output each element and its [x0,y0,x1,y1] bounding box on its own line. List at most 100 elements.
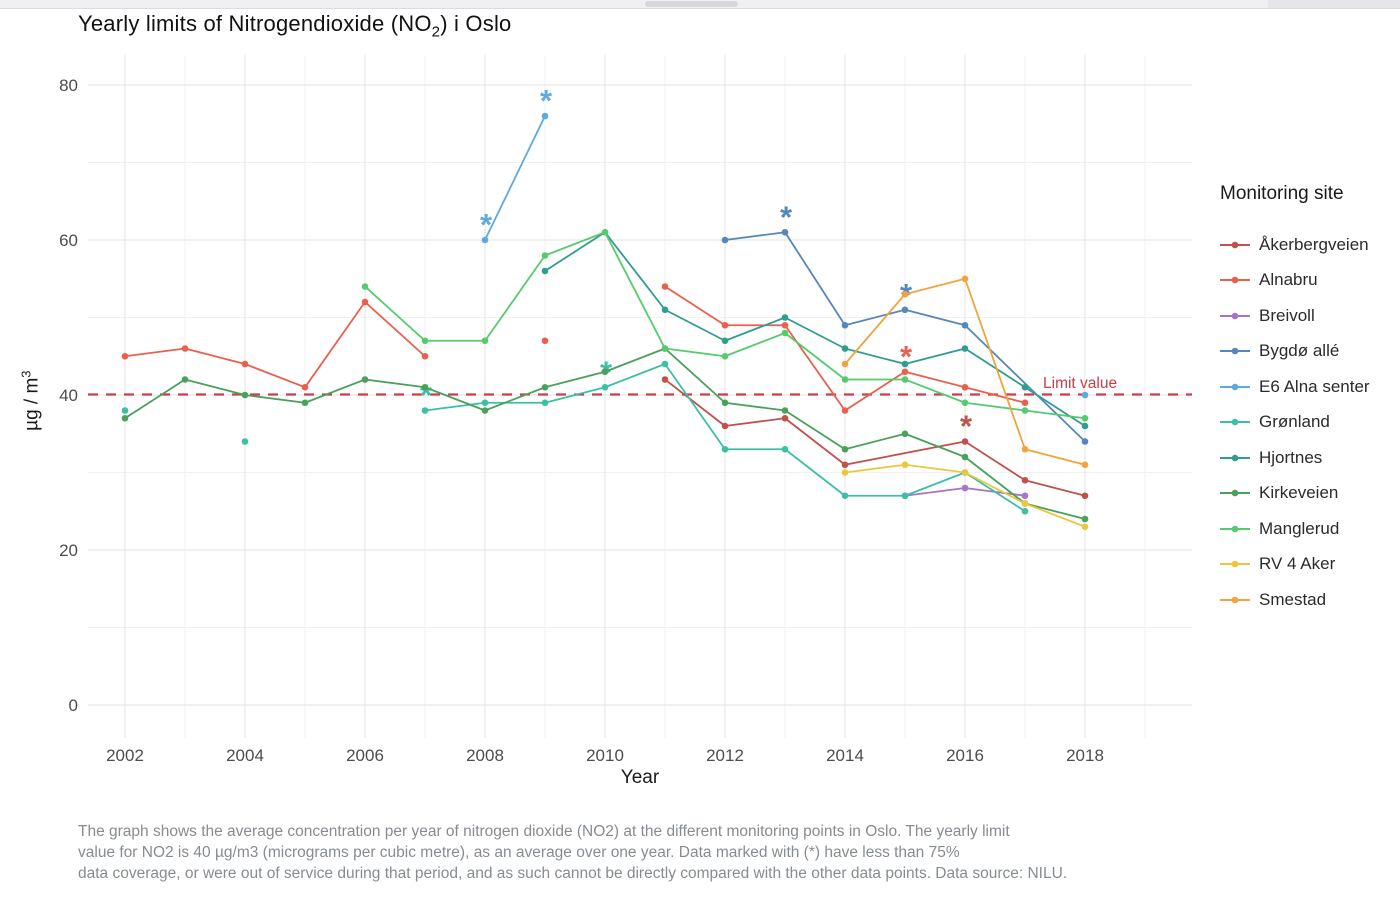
data-point [841,469,849,476]
data-point [661,376,669,383]
series-line [124,301,426,389]
data-point [961,399,969,407]
data-point [1021,476,1029,484]
data-point [901,306,909,314]
x-tick-label: 2010 [586,746,624,765]
legend-item-gr-nland: Grønland [1220,405,1398,441]
data-point [1081,414,1089,422]
x-tick-label: 2008 [466,746,504,765]
data-point [421,337,429,345]
chart-title: Yearly limits of Nitrogendioxide (NO2) i… [78,11,512,41]
legend-item-manglerud: Manglerud [1220,511,1398,547]
legend-item-bygd-all: Bygdø allé [1220,334,1398,370]
caption-line: The graph shows the average concentratio… [78,823,1010,840]
legend-item-breivoll: Breivoll [1220,298,1398,334]
data-point [1081,523,1089,531]
data-point [901,461,909,469]
data-point [181,345,189,352]
data-point [721,422,729,430]
data-point [241,360,249,368]
data-point [721,236,729,244]
legend-key-line-icon [1220,560,1250,568]
data-point [841,345,849,352]
data-point [421,383,429,391]
legend-item-alnabru: Alnabru [1220,263,1398,299]
legend-item-kerbergveien: Åkerbergveien [1220,227,1398,263]
data-point [661,360,669,368]
legend-key-line-icon [1220,312,1250,320]
data-point [121,407,129,414]
data-point [421,407,429,414]
legend-label: Smestad [1259,589,1327,609]
data-point [1081,438,1089,445]
legend-label: Grønland [1259,412,1330,432]
data-point [841,376,849,383]
data-point [1021,399,1029,407]
legend-key-line-icon [1220,596,1250,604]
top-scrollbar[interactable] [0,0,1400,9]
data-point [841,461,849,469]
data-point [481,236,489,244]
legend-key-line-icon [1220,525,1250,533]
caption: The graph shows the average concentratio… [78,821,1067,884]
legend-item-e6-alna-senter: E6 Alna senter [1220,369,1398,405]
data-point [781,228,789,236]
data-point [721,445,729,453]
x-tick-label: 2016 [946,746,984,765]
data-point [481,407,489,414]
data-point [601,383,609,391]
data-point [661,306,669,314]
data-point [721,337,729,345]
series-line [724,231,1086,443]
x-tick-label: 2012 [706,746,744,765]
legend-item-kirkeveien: Kirkeveien [1220,476,1398,512]
legend-label: Kirkeveien [1259,483,1339,503]
data-point [301,399,309,407]
legend-key-line-icon [1220,347,1250,355]
x-tick-label: 2006 [346,746,384,765]
data-point [601,368,609,376]
legend-label: RV 4 Aker [1259,554,1336,574]
data-point [1081,461,1089,469]
data-point [841,445,849,453]
data-point [241,438,249,445]
legend-item-hjortnes: Hjortnes [1220,440,1398,476]
data-point [361,283,369,290]
legend-key-line-icon [1220,418,1250,426]
data-point [541,337,549,345]
series-line [544,231,1086,427]
data-point [841,321,849,329]
data-point [541,267,549,275]
scrollbar-thumb[interactable] [645,1,738,7]
legend-item-rv-4-aker: RV 4 Aker [1220,547,1398,583]
legend-items: Åkerbergveien Alnabru Breivoll Bygdø allé E6… [1220,227,1398,618]
data-point [781,445,789,453]
data-point [1021,383,1029,391]
caption-line: data coverage, or were out of service du… [78,865,1068,882]
data-point [781,329,789,337]
data-point [961,345,969,352]
data-point [901,368,909,376]
asterisk-marker: * [540,83,553,118]
data-point [121,414,129,422]
data-point [1081,492,1089,500]
data-point [901,492,909,500]
data-point [601,228,609,236]
data-point [961,438,969,445]
y-tick-label: 60 [59,231,78,250]
data-point [961,469,969,476]
x-tick-label: 2014 [826,746,864,765]
data-point [961,484,969,492]
data-point [961,453,969,461]
legend-key-line-icon [1220,241,1250,249]
asterisk-marker: * [900,339,913,374]
data-point [901,430,909,438]
asterisk-marker: * [480,207,493,242]
data-point [721,352,729,360]
data-point [961,275,969,283]
legend-key-line-icon [1220,454,1250,462]
data-point [781,314,789,321]
data-point [541,252,549,259]
data-point [421,352,429,360]
